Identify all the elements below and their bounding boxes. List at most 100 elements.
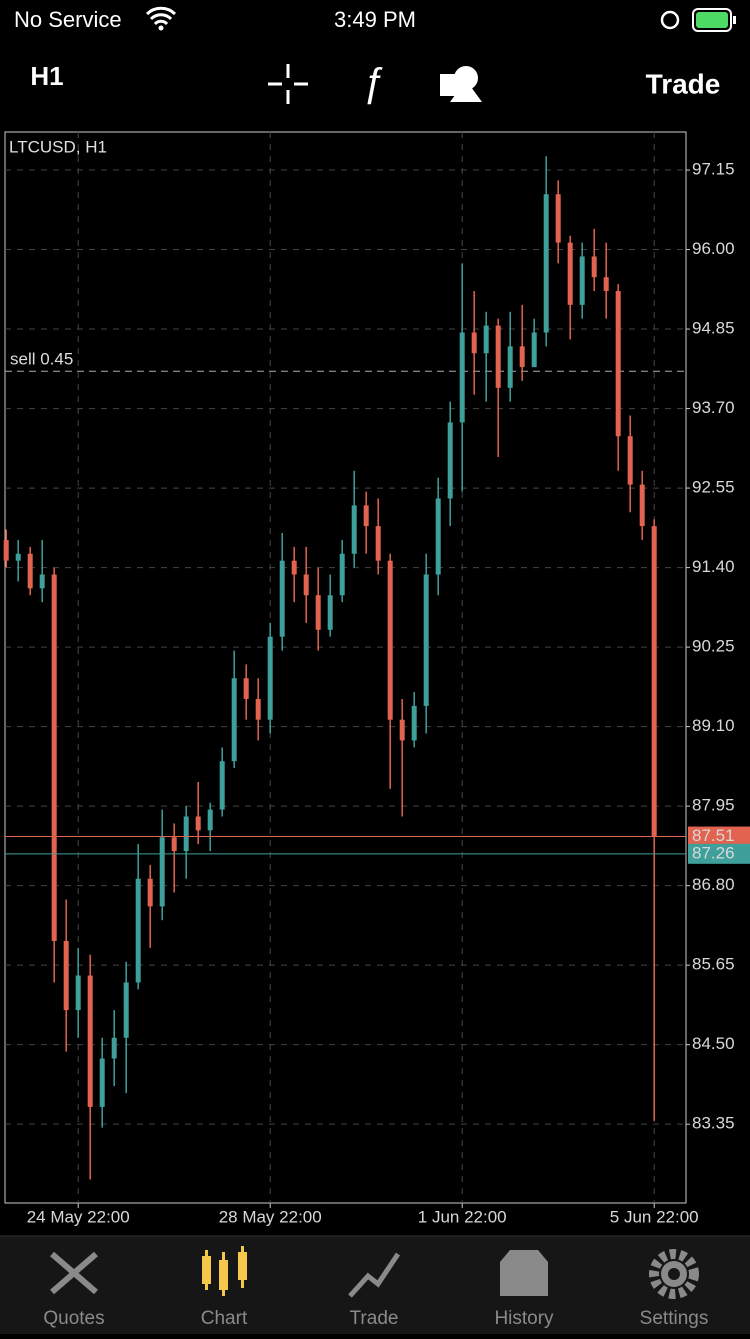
candle-body [291,560,297,575]
candle-body [75,975,81,1011]
tab-label[interactable]: Trade [350,1308,399,1329]
chart-icon [202,1246,247,1296]
y-tick-label: 90.25 [692,637,735,656]
candle-body [15,553,21,561]
y-tick-label: 87.95 [692,796,735,815]
tab-label[interactable]: Quotes [43,1308,104,1329]
candle-body [255,698,261,720]
tab-label[interactable]: History [494,1308,554,1329]
clock: 3:49 PM [334,7,416,32]
candle-body [267,636,273,720]
y-tick-label: 93.70 [692,398,735,417]
candle-body [315,595,321,630]
candle-body [435,498,441,575]
y-tick-label: 96.00 [692,239,735,258]
candle-body [423,574,429,706]
history-icon [500,1250,548,1296]
candle-body [51,574,57,941]
candle-body [303,574,309,596]
wifi-icon [145,6,177,26]
candle-body [171,837,177,852]
candle-body [87,975,93,1107]
y-tick-label: 92.55 [692,478,735,497]
candle-body [519,346,525,368]
y-tick-label: 83.35 [692,1114,735,1133]
candle-body [639,484,645,527]
candle-body [219,761,225,810]
quotes-icon [50,1251,98,1295]
candle-body [651,526,657,837]
candle-body [363,505,369,527]
crosshair-button[interactable] [268,64,308,104]
candle-body [231,678,237,762]
trade-button[interactable]: Trade [646,68,721,99]
position-label: sell 0.45 [10,350,73,369]
objects-button[interactable] [440,66,482,102]
battery [692,8,732,32]
candle-body [411,705,417,741]
candle-body [579,256,585,305]
battery-level [696,12,728,28]
plot-frame [4,131,687,1204]
candle-body [207,809,213,831]
candle-body [39,574,45,589]
indicators-button[interactable]: ƒ [362,61,384,107]
x-tick-label: 24 May 22:00 [27,1207,130,1226]
candle-body [543,194,549,333]
candle-body [339,553,345,596]
candle-body [279,560,285,637]
y-tick-label: 86.80 [692,875,735,894]
candle-body [195,816,201,831]
timeframe-button[interactable]: H1 [30,61,63,91]
candle-body [147,878,153,907]
settings-icon [649,1249,699,1299]
candle-body [135,878,141,983]
candle-body [3,539,9,561]
tab-label[interactable]: Settings [640,1308,709,1329]
candle-body [459,332,465,423]
candle-body [495,325,501,388]
y-tick-label: 84.50 [692,1034,735,1053]
candle-body [351,505,357,554]
battery-tip [733,16,736,24]
candle-body [243,678,249,699]
x-tick-label: 28 May 22:00 [219,1207,322,1226]
price-tag [688,843,750,864]
price-label: 87.26 [692,843,735,862]
chart: LTCUSD, H1 97.15 96.00 94.85 93.70 92.55 91.4… [3,131,750,1226]
candle-body [591,256,597,278]
candle-body [615,291,621,437]
x-tick-label: 1 Jun 22:00 [418,1207,507,1226]
tab-bar [0,1236,750,1334]
y-tick-label: 89.10 [692,716,735,735]
candle-body [483,325,489,354]
candle-body [327,595,333,630]
y-tick-label: 85.65 [692,955,735,974]
wifi-dot [158,25,164,31]
candle-body [627,436,633,485]
candle-body [27,553,33,589]
tab-label[interactable]: Chart [201,1308,248,1329]
y-tick-label: 94.85 [692,319,735,338]
candle-body [63,940,69,1011]
x-tick-label: 5 Jun 22:00 [610,1207,699,1226]
settings-icon-hole [668,1268,680,1280]
candle-body [507,346,513,388]
price-tag [688,826,750,847]
candle-body [531,332,537,368]
chart-title: LTCUSD, H1 [9,137,107,156]
candle-body [447,422,453,499]
candle-body [603,277,609,292]
price-label: 87.51 [692,826,735,845]
lock-icon [660,10,680,30]
y-tick-label: 97.15 [692,160,735,179]
candle-body [159,837,165,907]
candle-body [555,194,561,243]
candle-body [375,526,381,561]
candle-body [567,242,573,305]
y-tick-label: 91.40 [692,557,735,576]
candle-body [471,332,477,354]
candle-body [99,1058,105,1107]
carrier: No Service [14,7,122,32]
